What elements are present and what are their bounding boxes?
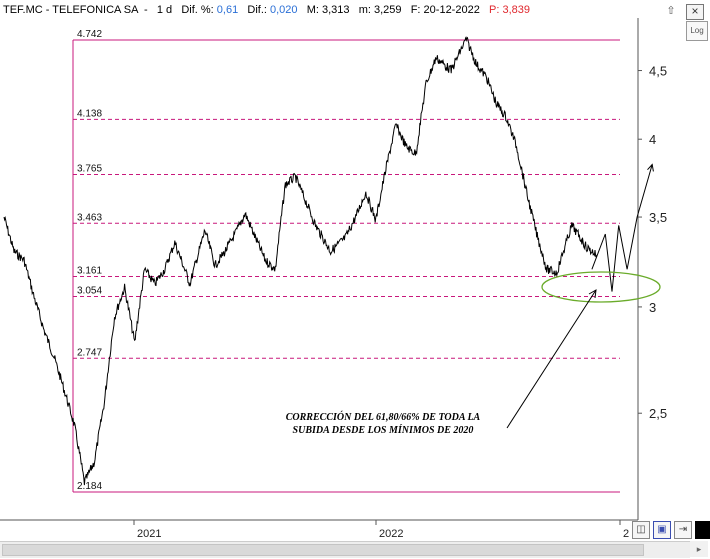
fib-level-label: 3.161 [77, 265, 102, 276]
fib-level-label: 3.463 [77, 212, 102, 223]
detach-icon[interactable]: ⇥ [674, 521, 692, 539]
bottom-toolbar: ◫ ▣ ⇥ [632, 521, 710, 539]
projection-path [591, 163, 654, 292]
annotation-arrowhead [588, 289, 597, 299]
date-value: 20-12-2022 [423, 4, 480, 16]
dif-pct-value: 0,61 [216, 4, 239, 16]
fib-level-label: 4.138 [77, 108, 102, 119]
annotation-text: CORRECCIÓN DEL 61,80/66% DE TODA LA [286, 411, 481, 423]
log-scale-button[interactable]: Log [686, 21, 708, 41]
minimize-icon[interactable]: ◫ [632, 521, 650, 539]
annotation: CORRECCIÓN DEL 61,80/66% DE TODA LASUBID… [286, 289, 597, 436]
dif-value: 0,020 [270, 4, 298, 16]
fib-level-label: 4.742 [77, 29, 102, 40]
annotation-text: SUBIDA DESDE LOS MÍNIMOS DE 2020 [293, 424, 474, 436]
price-label: P: [489, 4, 500, 16]
chart-frame [0, 18, 639, 521]
dif-pct-label: Dif. %: [181, 4, 214, 16]
target-ellipse [541, 271, 661, 303]
close-icon[interactable]: × [686, 4, 704, 20]
price-line [3, 36, 598, 486]
fib-level-label: 2.747 [77, 347, 102, 358]
date-label: F: [410, 4, 421, 16]
price-value: 3,839 [502, 4, 530, 16]
price-chart: 4.742 4.138 3.765 3.463 3.161 3.054 2.747 2.184… [0, 18, 667, 540]
max-label: M: [306, 4, 319, 16]
y-axis: 4,5 4 3,5 3 2,5 [638, 64, 667, 421]
projection-arrowhead [647, 163, 654, 172]
fibonacci-levels: 4.742 4.138 3.765 3.463 3.161 3.054 2.747 2.184 [72, 29, 620, 493]
color-swatch-button[interactable] [695, 521, 710, 539]
y-tick-label: 3 [649, 300, 656, 315]
target-zone [541, 271, 661, 303]
horizontal-scrollbar[interactable] [0, 541, 690, 558]
min-value: 3,259 [374, 4, 402, 16]
save-icon[interactable]: ▣ [653, 521, 671, 539]
price-series [3, 36, 598, 486]
fib-level-label: 2.184 [77, 481, 102, 492]
x-tick-label: 2021 [137, 528, 161, 540]
x-tick-label: 2 [623, 528, 629, 540]
chart-header: TEF.MC - TELEFONICA SA - 1 d Dif. %: 0,6… [3, 4, 530, 16]
fib-level-label: 3.054 [77, 286, 102, 297]
y-tick-label: 4,5 [649, 64, 667, 79]
period-label: 1 d [156, 4, 173, 16]
y-tick-label: 3,5 [649, 210, 667, 225]
projection-line [591, 164, 653, 292]
min-label: m: [358, 4, 371, 16]
max-value: 3,313 [322, 4, 350, 16]
scroll-right-icon[interactable]: ▸ [690, 541, 708, 557]
y-tick-label: 2,5 [649, 406, 667, 421]
annotation-arrow [506, 289, 597, 429]
fib-level-label: 3.765 [77, 164, 102, 175]
x-tick-label: 2022 [379, 528, 403, 540]
scroll-up-icon[interactable]: ⇧ [666, 5, 676, 17]
symbol-label: TEF.MC - TELEFONICA SA [3, 4, 138, 16]
x-axis: 2021 2022 2 [133, 520, 629, 540]
y-tick-label: 4 [649, 132, 656, 147]
scrollbar-thumb[interactable] [2, 544, 644, 556]
dif-label: Dif.: [247, 4, 267, 16]
